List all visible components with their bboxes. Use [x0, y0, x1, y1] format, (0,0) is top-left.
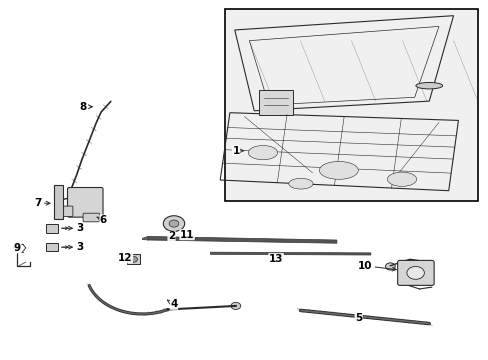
Polygon shape — [210, 252, 370, 255]
Text: 12: 12 — [118, 253, 133, 263]
FancyBboxPatch shape — [63, 206, 73, 216]
Text: 8: 8 — [79, 102, 92, 112]
Ellipse shape — [386, 172, 416, 186]
Text: 5: 5 — [354, 312, 362, 323]
Bar — [54, 185, 62, 219]
Bar — [45, 243, 58, 251]
Bar — [224, 9, 477, 202]
Circle shape — [163, 216, 184, 231]
Text: 10: 10 — [357, 261, 395, 271]
Bar — [259, 90, 292, 116]
Ellipse shape — [319, 161, 358, 179]
Text: 3: 3 — [62, 242, 84, 252]
Circle shape — [406, 266, 424, 279]
Text: 7: 7 — [34, 198, 50, 208]
Text: 1: 1 — [232, 146, 243, 156]
Text: 2: 2 — [167, 231, 175, 242]
Text: 9: 9 — [14, 243, 21, 253]
FancyBboxPatch shape — [83, 213, 100, 222]
FancyBboxPatch shape — [397, 260, 433, 285]
Bar — [126, 254, 140, 264]
Ellipse shape — [248, 145, 277, 160]
Bar — [45, 224, 58, 233]
Text: 4: 4 — [167, 299, 177, 309]
Ellipse shape — [288, 178, 312, 189]
FancyBboxPatch shape — [67, 188, 103, 217]
Circle shape — [385, 263, 394, 270]
Text: 3: 3 — [62, 223, 84, 233]
Text: 11: 11 — [180, 230, 195, 240]
Circle shape — [49, 246, 54, 249]
Polygon shape — [142, 237, 148, 240]
Text: 13: 13 — [268, 253, 283, 264]
Circle shape — [129, 256, 137, 262]
Circle shape — [169, 220, 179, 227]
Circle shape — [230, 302, 240, 310]
Polygon shape — [147, 237, 336, 243]
Circle shape — [49, 226, 54, 230]
Ellipse shape — [415, 82, 442, 89]
Text: 6: 6 — [97, 215, 107, 225]
